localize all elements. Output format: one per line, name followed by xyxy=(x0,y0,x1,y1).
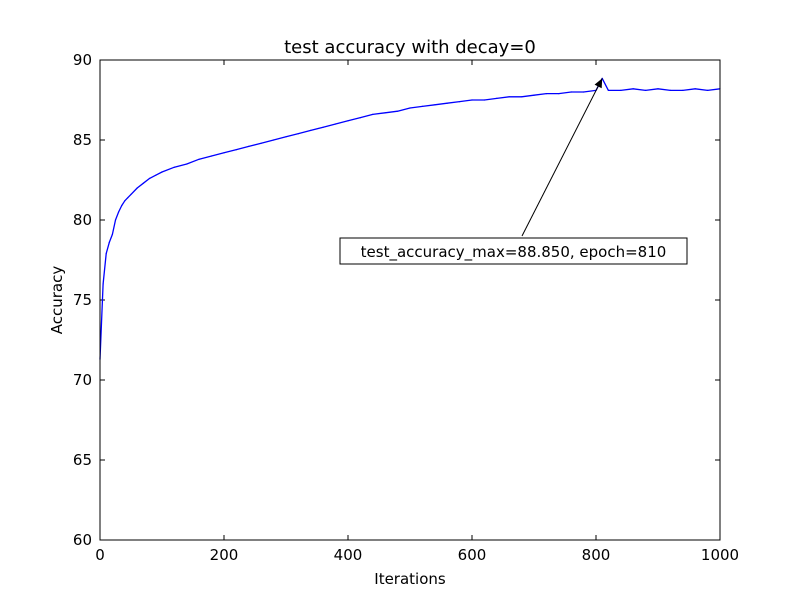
y-tick-label: 80 xyxy=(73,211,92,229)
y-tick-label: 90 xyxy=(73,51,92,69)
data-point xyxy=(508,96,510,98)
data-point xyxy=(682,89,684,91)
data-point xyxy=(583,91,585,93)
data-point xyxy=(173,166,175,168)
data-point xyxy=(121,205,123,207)
data-point xyxy=(558,93,560,95)
y-tick-label: 85 xyxy=(73,131,92,149)
data-point xyxy=(127,197,129,199)
data-point xyxy=(161,171,163,173)
annotation-box xyxy=(339,237,688,265)
data-point xyxy=(211,155,213,157)
y-tick-label: 60 xyxy=(73,531,92,549)
data-point xyxy=(347,120,349,122)
y-tick-label: 65 xyxy=(73,451,92,469)
data-point xyxy=(155,174,157,176)
data-point xyxy=(459,101,461,103)
x-tick-label: 200 xyxy=(210,546,239,564)
data-point xyxy=(105,253,107,255)
data-point xyxy=(118,211,120,213)
data-point xyxy=(285,136,287,138)
data-point xyxy=(130,193,132,195)
x-tick-label: 400 xyxy=(334,546,363,564)
y-tick-label: 70 xyxy=(73,371,92,389)
data-point xyxy=(111,233,113,235)
data-point xyxy=(108,241,110,243)
data-point xyxy=(657,88,659,90)
data-point xyxy=(142,182,144,184)
data-point xyxy=(335,123,337,125)
data-point xyxy=(186,163,188,165)
chart-title: test accuracy with decay=0 xyxy=(284,37,536,58)
data-point xyxy=(521,96,523,98)
data-point xyxy=(124,200,126,202)
data-point xyxy=(446,102,448,104)
data-point xyxy=(136,187,138,189)
data-point xyxy=(372,113,374,115)
annotation-arrow-line xyxy=(521,78,603,237)
data-point xyxy=(645,89,647,91)
data-point xyxy=(223,152,225,154)
y-tick-label: 75 xyxy=(73,291,92,309)
data-point xyxy=(607,89,610,91)
data-point xyxy=(297,133,299,135)
data-point xyxy=(632,88,634,90)
plot-frame xyxy=(99,59,721,541)
data-point xyxy=(707,89,709,91)
data-point xyxy=(694,88,696,90)
y-axis-label: Accuracy xyxy=(48,266,66,335)
data-point xyxy=(248,145,250,147)
data-point xyxy=(471,99,473,101)
x-axis-label: Iterations xyxy=(374,570,446,588)
x-tick-label: 0 xyxy=(95,546,105,564)
data-point xyxy=(149,177,151,179)
data-point xyxy=(620,89,622,91)
data-point xyxy=(384,112,386,114)
data-point xyxy=(273,139,275,141)
data-point xyxy=(483,99,485,101)
data-point xyxy=(102,283,104,285)
data-point xyxy=(409,107,411,109)
x-tick-label: 600 xyxy=(458,546,487,564)
data-point xyxy=(310,129,312,131)
data-point xyxy=(570,91,572,93)
plot-area: 0 200 400 600 800 1000 60 65 70 75 80 85 90 test_accu… xyxy=(73,51,739,564)
data-point xyxy=(421,105,423,107)
annotation-arrowhead xyxy=(594,78,603,89)
data-point xyxy=(114,219,117,221)
data-point xyxy=(496,97,498,99)
data-point xyxy=(669,89,672,91)
data-point xyxy=(260,142,262,144)
data-point xyxy=(198,158,200,160)
x-tick-label: 1000 xyxy=(701,546,739,564)
data-point xyxy=(322,126,324,128)
data-point xyxy=(397,110,399,112)
data-point xyxy=(533,94,535,96)
data-point xyxy=(545,93,548,95)
x-tick-label: 800 xyxy=(582,546,611,564)
data-point xyxy=(359,117,361,119)
data-point xyxy=(434,104,436,106)
annotation-text: test_accuracy_max=88.850, epoch=810 xyxy=(361,243,667,262)
data-point xyxy=(235,149,237,151)
